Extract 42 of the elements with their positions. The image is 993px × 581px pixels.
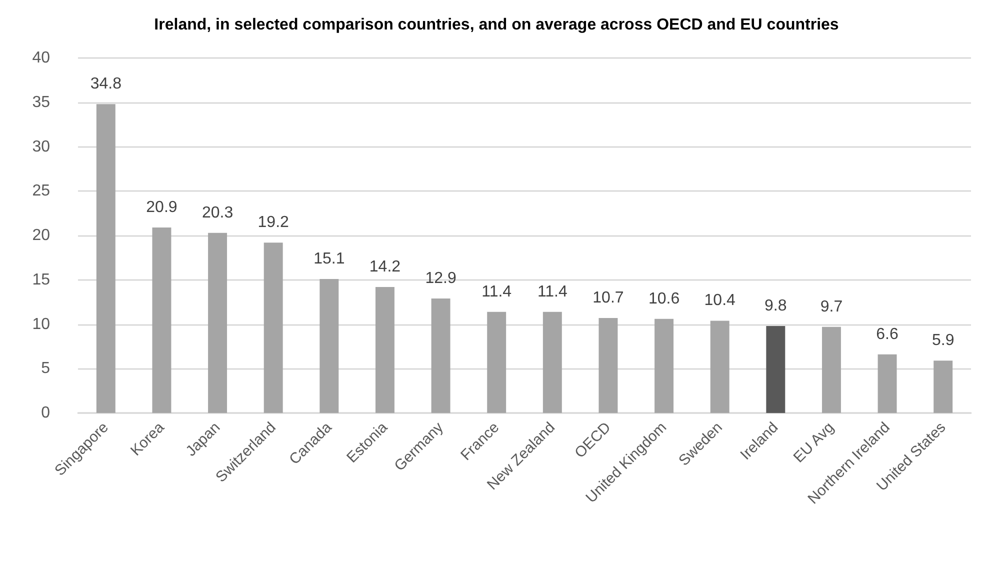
data-label: 6.6 <box>876 326 898 343</box>
bar <box>822 326 841 413</box>
data-label: 15.1 <box>314 250 345 268</box>
y-tick-label: 5 <box>41 360 50 378</box>
bar <box>654 318 674 413</box>
data-label: 19.2 <box>258 214 290 232</box>
bar <box>542 312 562 413</box>
y-tick-label: 25 <box>32 182 50 200</box>
bar <box>96 104 116 413</box>
data-label: 5.9 <box>932 332 954 350</box>
bar <box>375 286 394 413</box>
data-label: 20.9 <box>146 199 178 216</box>
data-label: 10.4 <box>704 292 736 310</box>
bar <box>320 278 339 413</box>
y-tick-label: 15 <box>32 271 50 288</box>
bar <box>878 354 897 413</box>
bar <box>598 318 618 413</box>
data-label: 9.7 <box>820 298 843 316</box>
y-tick-label: 20 <box>32 227 50 244</box>
y-tick-label: 10 <box>32 316 50 333</box>
bar <box>208 232 228 413</box>
y-tick-label: 30 <box>32 138 50 156</box>
data-label: 10.7 <box>592 290 624 307</box>
data-label: 9.8 <box>764 298 787 315</box>
bar <box>487 312 506 413</box>
bar <box>431 298 450 413</box>
data-label: 14.2 <box>369 258 401 276</box>
bar <box>710 320 730 413</box>
data-label: 20.3 <box>202 204 234 222</box>
data-label: 12.9 <box>425 270 456 288</box>
data-label: 11.4 <box>537 283 568 300</box>
data-label: 10.6 <box>648 290 680 308</box>
bar <box>152 228 172 413</box>
data-label: 34.8 <box>90 76 122 93</box>
data-label: 11.4 <box>482 283 512 300</box>
bar <box>264 242 283 413</box>
y-tick-label: 0 <box>41 404 50 422</box>
y-tick-label: 40 <box>32 50 50 66</box>
chart-title: Ireland, in selected comparison countries, and on average across OECD and EU countries <box>154 16 839 34</box>
y-tick-label: 35 <box>32 94 50 111</box>
bar <box>766 326 786 413</box>
bar <box>934 360 953 413</box>
